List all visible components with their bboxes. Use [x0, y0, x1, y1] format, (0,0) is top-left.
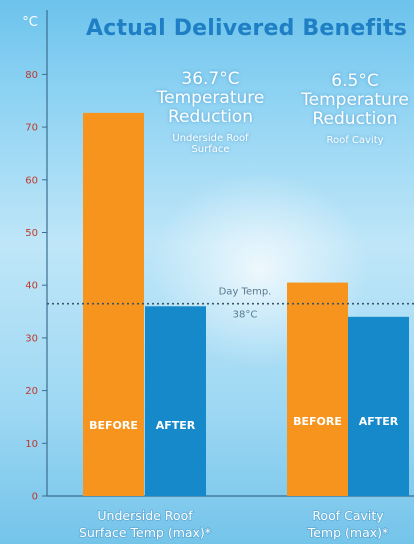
y-tick-label: 20 — [25, 386, 38, 397]
annotation-text-line: Reduction — [312, 109, 398, 129]
y-axis-label: °C — [22, 15, 38, 30]
bar-after — [145, 306, 206, 496]
annotation-text-line: Reduction — [168, 107, 253, 127]
annotation-value: 36.7°C — [181, 69, 240, 89]
chart-title: Actual Delivered Benefits — [86, 16, 407, 41]
reference-line-label: 38°C — [233, 310, 258, 321]
y-tick-label: 50 — [25, 228, 38, 239]
x-tick-label: Roof Cavity — [312, 508, 384, 523]
bar-label: BEFORE — [293, 415, 342, 428]
annotation-text-line: Temperature — [156, 88, 265, 108]
annotation-underside-roof: 36.7°C Temperature Reduction Underside R… — [148, 69, 273, 156]
y-tick-label: 0 — [32, 492, 38, 503]
y-tick-label: 10 — [25, 439, 38, 450]
annotation-value: 6.5°C — [331, 71, 379, 91]
annotation-subtitle: Underside Roof Surface — [148, 133, 273, 155]
bar-label: AFTER — [156, 419, 196, 432]
bar-label: AFTER — [359, 415, 399, 428]
y-tick-label: 30 — [25, 333, 38, 344]
annotation-subtitle-line: Surface — [191, 144, 230, 155]
y-tick-label: 80 — [25, 70, 38, 81]
bar-before — [287, 282, 348, 496]
annotation-text-line: Temperature — [301, 90, 409, 110]
x-tick-label: Surface Temp (max)* — [79, 525, 211, 540]
x-tick-label: Temp (max)* — [307, 525, 389, 540]
annotation-subtitle: Roof Cavity — [296, 135, 414, 146]
annotation-subtitle-line: Underside Roof — [172, 133, 249, 144]
annotation-subtitle-line: Roof Cavity — [326, 135, 384, 146]
annotation-roof-cavity: 6.5°C Temperature Reduction Roof Cavity — [296, 71, 414, 147]
y-tick-label: 40 — [25, 281, 38, 292]
y-tick-label: 70 — [25, 123, 38, 134]
y-tick-label: 60 — [25, 175, 38, 186]
reference-line-label: Day Temp. — [219, 287, 272, 298]
bar-label: BEFORE — [89, 419, 138, 432]
x-tick-label: Underside Roof — [97, 508, 193, 523]
bar-after — [348, 316, 409, 496]
